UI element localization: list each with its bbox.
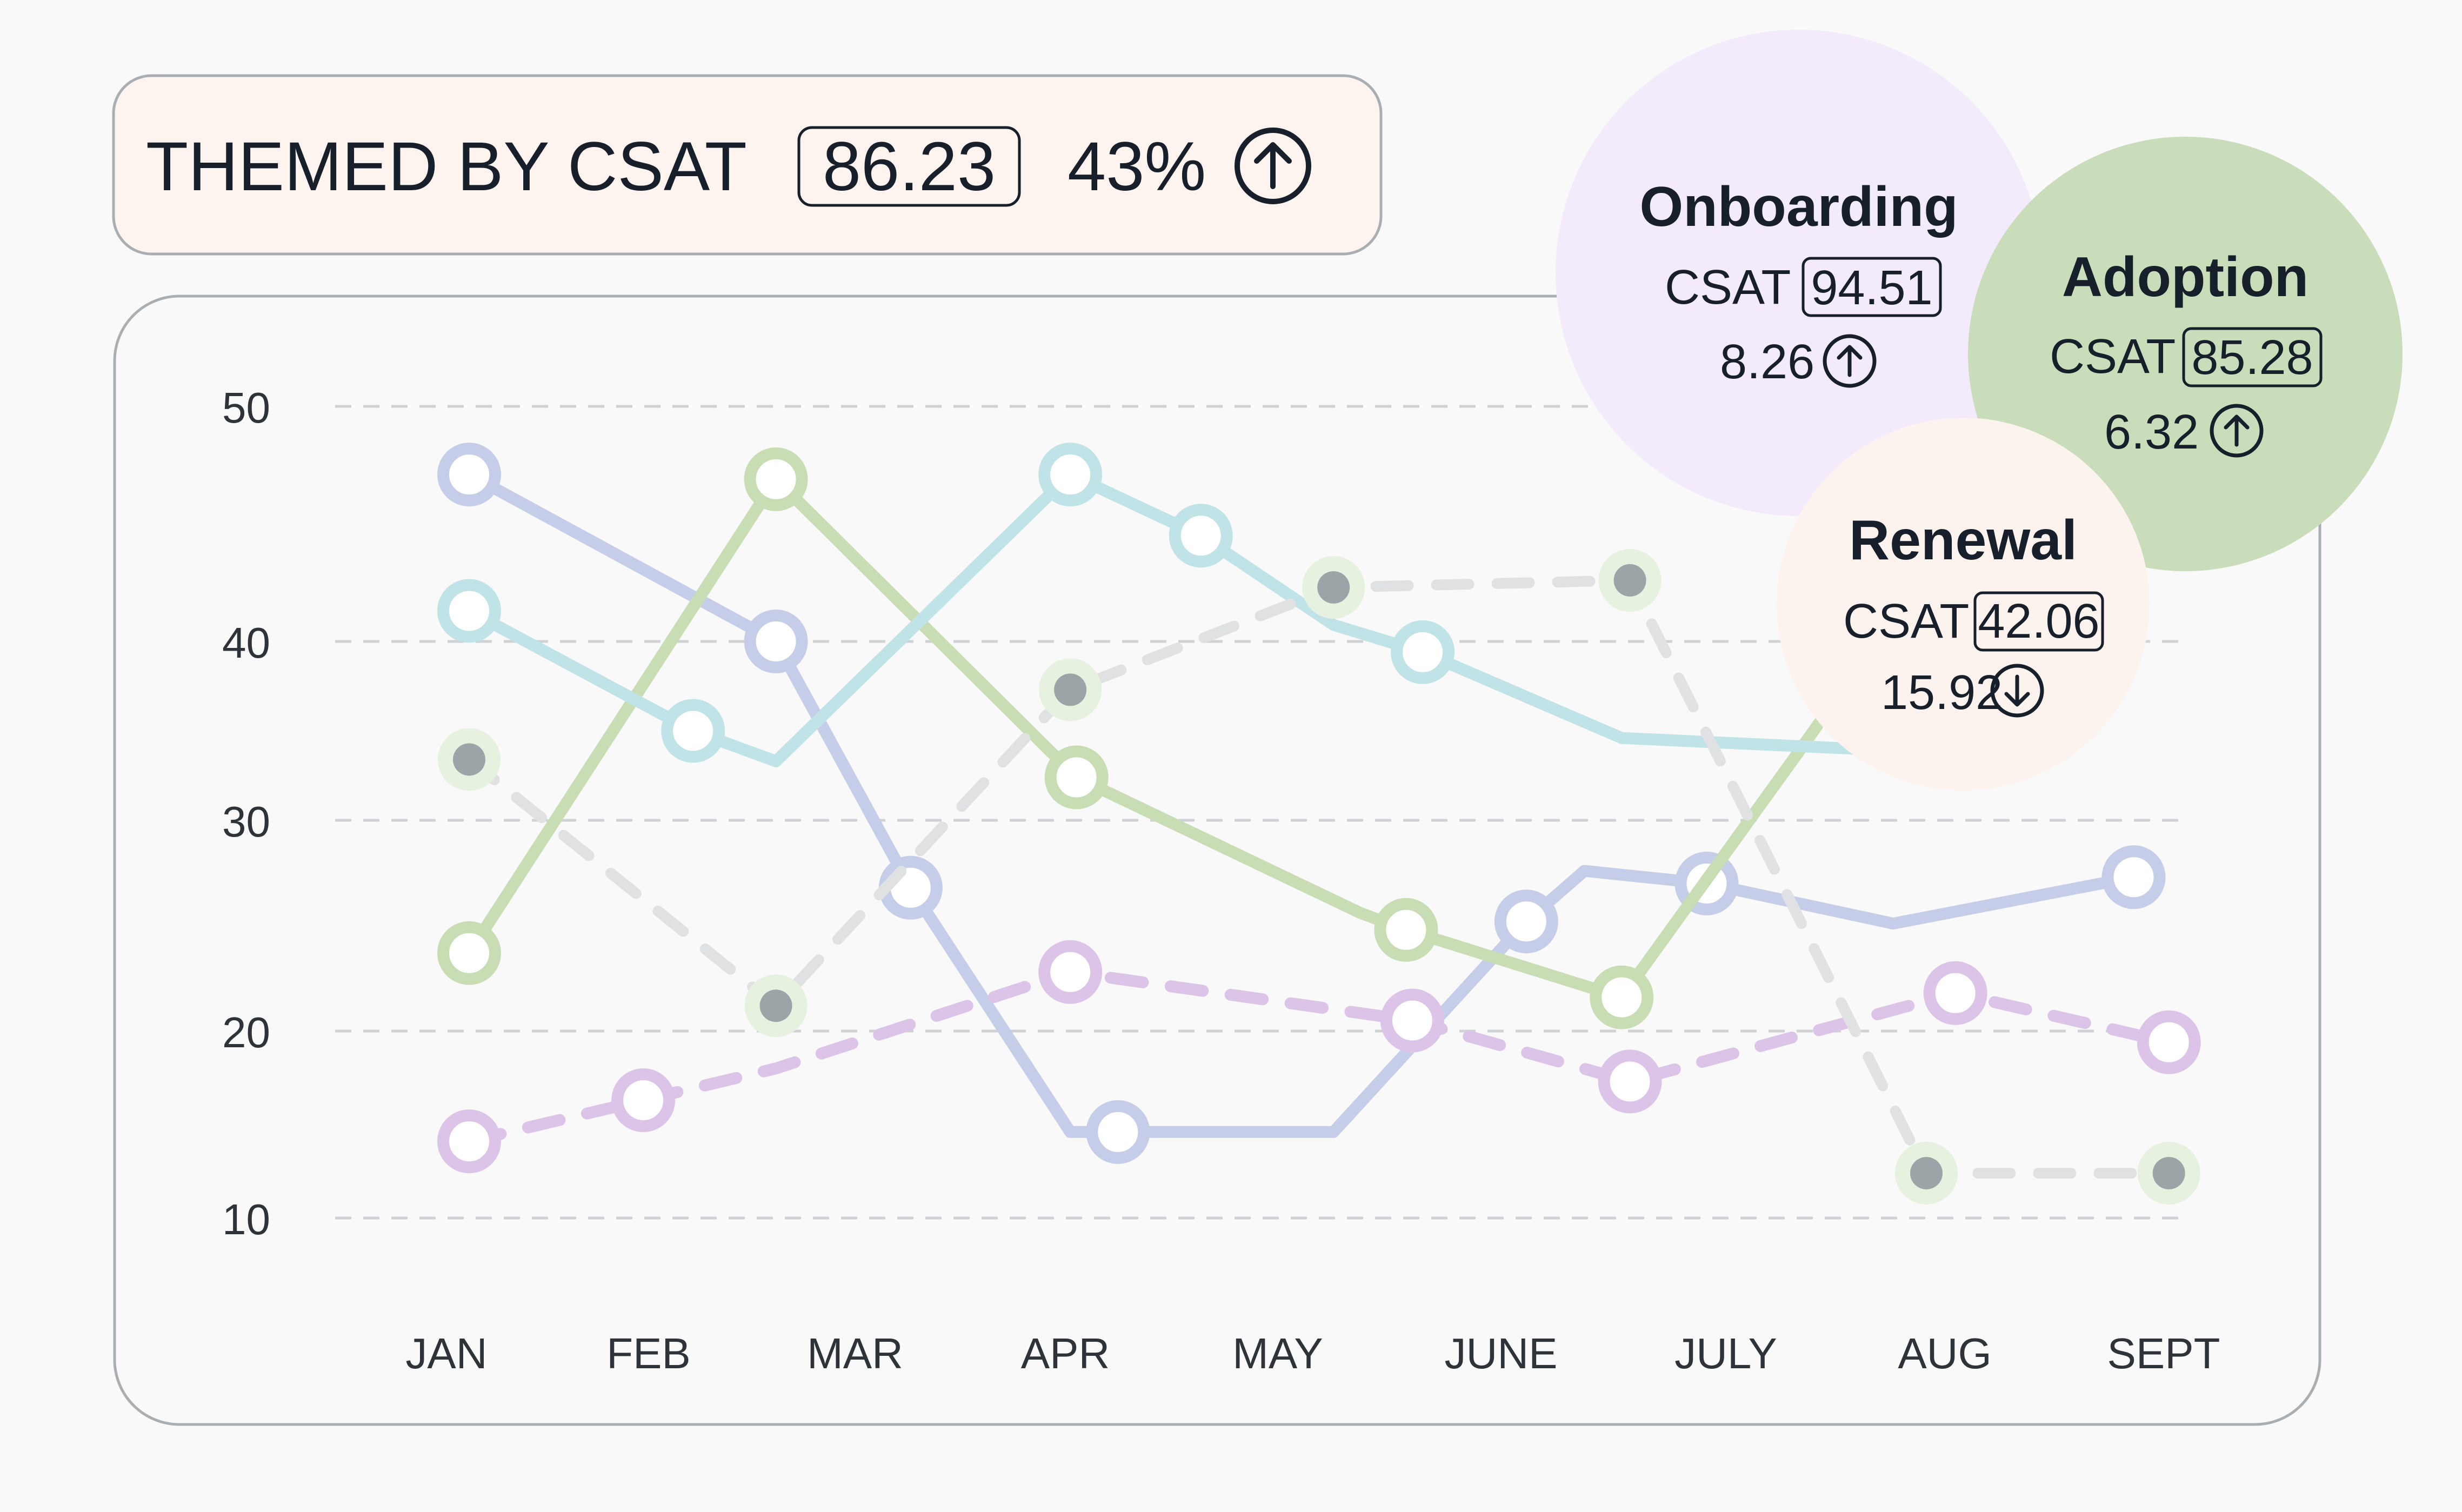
arrow-up-circle-icon — [1235, 128, 1311, 204]
x-tick-label: MAR — [807, 1329, 903, 1377]
y-axis: 50 40 30 20 10 — [222, 384, 270, 1243]
series-line — [463, 469, 2140, 1138]
data-point — [1044, 745, 1109, 809]
arrow-up-circle-icon — [1823, 334, 1877, 388]
data-point — [1374, 898, 1438, 962]
x-tick-label: JUNE — [1445, 1329, 1558, 1377]
arrow-down-circle-icon — [1990, 664, 2044, 718]
series-cyan — [437, 443, 1947, 767]
series-layer — [437, 443, 2201, 1205]
x-tick-label: MAY — [1232, 1329, 1323, 1377]
series-gray — [438, 548, 2200, 1205]
renewal-metric-label: CSAT — [1843, 594, 1969, 648]
data-point — [2152, 1156, 2185, 1189]
y-tick-label: 10 — [222, 1195, 270, 1243]
series-line — [463, 469, 1947, 767]
data-point — [744, 447, 808, 511]
series-lavender — [437, 443, 2166, 1164]
x-tick-label: APR — [1021, 1329, 1110, 1377]
data-point — [2101, 845, 2166, 909]
x-tick-label: JAN — [405, 1329, 487, 1377]
data-point — [437, 443, 501, 507]
data-point — [759, 989, 792, 1022]
data-point — [437, 921, 501, 985]
data-point — [1054, 673, 1087, 706]
data-point — [453, 743, 485, 776]
data-point — [1169, 504, 1233, 568]
data-point — [437, 1109, 501, 1174]
adoption-score: 85.28 — [2191, 331, 2313, 385]
header-pill — [112, 74, 1383, 256]
onboarding-metric-label: CSAT — [1665, 260, 1791, 315]
renewal-change: 15.92 — [1881, 666, 2003, 720]
renewal-title: Renewal — [1849, 509, 2077, 572]
onboarding-title: Onboarding — [1639, 176, 1958, 238]
data-point — [1038, 940, 1103, 1004]
adoption-score-box — [2182, 327, 2323, 387]
y-tick-label: 20 — [222, 1008, 270, 1056]
data-point — [1590, 965, 1654, 1029]
y-tick-label: 50 — [222, 384, 270, 432]
data-point — [1598, 1049, 1662, 1114]
renewal-score-box — [1973, 591, 2104, 652]
data-point — [437, 579, 501, 643]
data-point — [1038, 443, 1103, 507]
data-point — [1910, 1156, 1943, 1189]
y-tick-label: 30 — [222, 798, 270, 846]
onboarding-score-box — [1802, 257, 1942, 317]
arrow-up-circle-icon — [2210, 404, 2264, 458]
data-point — [1317, 571, 1350, 604]
renewal-bubble[interactable]: Renewal CSAT 42.06 15.92 — [1777, 418, 2150, 791]
data-point — [1086, 1100, 1150, 1164]
header-score-box — [797, 126, 1021, 207]
adoption-change: 6.32 — [2104, 405, 2199, 459]
data-point — [1923, 961, 1987, 1025]
y-tick-label: 40 — [222, 619, 270, 667]
adoption-metric-label: CSAT — [2050, 330, 2176, 384]
data-point — [1494, 889, 1558, 954]
data-point — [1391, 620, 1455, 684]
header-title: THEMED BY CSAT — [146, 128, 747, 205]
onboarding-change: 8.26 — [1720, 335, 1814, 389]
data-point — [1380, 988, 1444, 1053]
data-point — [2137, 1010, 2201, 1074]
data-point — [661, 699, 725, 763]
series-green — [437, 447, 1885, 1029]
x-tick-label: AUG — [1898, 1329, 1991, 1377]
header-percent: 43% — [1067, 128, 1206, 205]
header-score: 86.23 — [823, 128, 996, 205]
renewal-score: 42.06 — [1978, 594, 2099, 648]
onboarding-score: 94.51 — [1811, 261, 1932, 315]
x-tick-label: FEB — [606, 1329, 691, 1377]
data-point — [611, 1068, 676, 1133]
adoption-title: Adoption — [2062, 246, 2308, 309]
onboarding-bubble[interactable]: Onboarding CSAT 94.51 8.26 — [1556, 30, 2042, 516]
data-point — [744, 610, 808, 673]
x-tick-label: SEPT — [2107, 1329, 2220, 1377]
x-tick-label: JULY — [1674, 1329, 1777, 1377]
x-axis: JAN FEB MAR APR MAY JUNE JULY AUG SEPT — [405, 1329, 2220, 1377]
data-point — [1613, 564, 1646, 597]
series-purple — [437, 940, 2201, 1174]
